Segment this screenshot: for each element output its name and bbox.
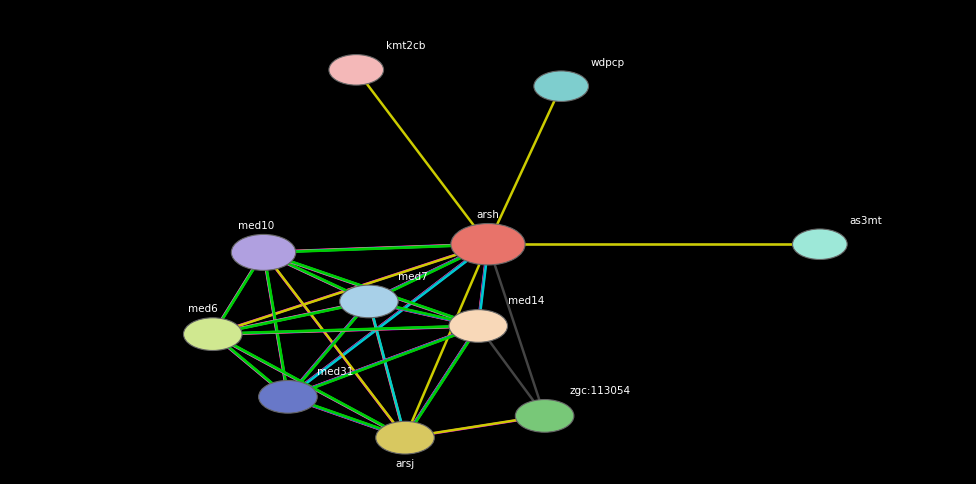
Circle shape	[534, 72, 589, 102]
Circle shape	[231, 235, 296, 271]
Text: kmt2cb: kmt2cb	[386, 41, 425, 51]
Text: med31: med31	[317, 366, 353, 377]
Text: med7: med7	[398, 271, 427, 281]
Circle shape	[451, 224, 525, 265]
Circle shape	[515, 400, 574, 432]
Text: med14: med14	[508, 296, 544, 305]
Circle shape	[340, 286, 398, 318]
Text: zgc:113054: zgc:113054	[569, 385, 630, 395]
Circle shape	[376, 422, 434, 454]
Circle shape	[329, 56, 384, 86]
Circle shape	[259, 381, 317, 413]
Text: med10: med10	[237, 221, 274, 230]
Circle shape	[183, 318, 242, 351]
Text: wdpcp: wdpcp	[590, 58, 625, 67]
Text: med6: med6	[188, 304, 218, 314]
Text: as3mt: as3mt	[849, 215, 882, 225]
Text: arsh: arsh	[476, 210, 500, 220]
Circle shape	[793, 229, 847, 260]
Circle shape	[449, 310, 508, 343]
Text: arsj: arsj	[395, 458, 415, 469]
